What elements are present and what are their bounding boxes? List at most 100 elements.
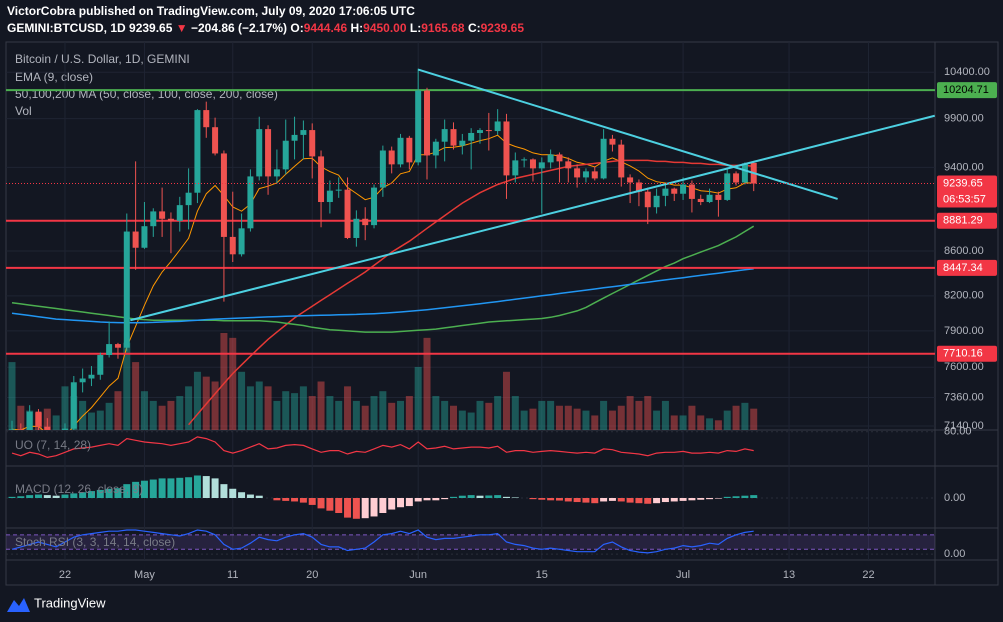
volume-bar [723,410,731,430]
histogram-bar [714,498,722,499]
y-tick-label: 9900.00 [944,113,984,125]
y-tick-label: 7360.00 [944,391,984,403]
histogram-bar [626,498,634,503]
volume-bar [379,391,387,430]
candle-body [450,129,457,146]
candle-body [141,226,148,248]
y-tick-label: 7900.00 [944,325,984,337]
candle-body [697,198,704,203]
histogram-bar [352,498,360,519]
histogram-bar [43,495,51,498]
candle-body [291,134,298,141]
candle-body [35,411,42,427]
candle-body [662,188,669,196]
candle-body [424,90,431,156]
volume-bar [476,400,484,430]
histogram-bar [193,475,201,498]
volume-bar [370,396,378,430]
histogram-bar [432,498,440,501]
volume-bar [697,415,705,430]
candle-body [194,110,201,193]
histogram-bar [414,498,422,502]
volume-bar [600,400,608,430]
volume-bar [564,405,572,430]
volume-bar [688,405,696,430]
symbol: GEMINI:BTCUSD, 1D [7,21,126,35]
candle-body [17,429,24,430]
candle-body [220,153,227,237]
histogram-bar [185,477,193,498]
y-tick-label: 8200.00 [944,290,984,302]
candle-body [635,182,642,192]
volume-bar [750,408,758,430]
volume-bar [140,391,148,430]
candle-body [627,177,634,183]
candles [9,68,757,430]
level-tag-label: 10204.71 [943,84,989,96]
pane-tick-label: 80.00 [944,426,972,438]
y-tick-label: 8600.00 [944,245,984,257]
last-price: 9239.65 [129,21,173,35]
candle-body [715,194,722,200]
histogram-bar [467,495,475,498]
volume-bar [582,410,590,430]
histogram-bar [87,491,95,498]
candle-body [282,140,289,170]
volume-bar [741,402,749,430]
candle-body [494,121,501,132]
trendline [417,68,838,200]
x-tick-label: 15 [536,569,548,581]
histogram-bar [379,498,387,513]
volume-bar [317,381,325,430]
histogram-bar [70,493,78,498]
candle-body [159,211,166,219]
x-tick-label: 22 [59,569,71,581]
indicator-pane [6,431,935,459]
candle-body [26,411,33,430]
volume-bar [635,400,643,430]
volume-bar [238,371,246,430]
volume-bar [555,405,563,430]
candle-body [326,190,333,203]
candle-body [212,127,219,154]
candle-body [618,144,625,178]
legend-entry: EMA (9, close) [15,70,93,84]
volume-bar [661,400,669,430]
candle-body [79,378,86,383]
histogram-bar [96,489,104,498]
histogram-bar [149,479,157,498]
footer-brand: TradingView [34,595,106,610]
volume-bar [105,402,113,430]
volume-bar [450,405,457,430]
histogram-bar [317,498,325,509]
volume-bar [432,396,440,430]
histogram-bar [388,498,396,510]
grid [6,42,935,560]
histogram-bar [450,496,457,498]
volume-bar [132,362,140,430]
histogram-bar [335,498,343,513]
volume-bar [714,420,722,430]
candle-body [335,189,342,191]
indicator-pane [6,529,935,555]
ohlc-value: 9165.68 [421,21,465,35]
histogram-bar [511,497,519,498]
volume-bar [87,412,95,430]
ma-line [188,159,754,426]
histogram-bar [26,495,34,498]
volume-bar [485,402,493,430]
candle-body [538,162,545,169]
chart-title: Bitcoin / U.S. Dollar, 1D, GEMINI [15,52,190,66]
volume-bar [547,400,555,430]
histogram-bar [229,488,237,498]
candle-body [265,129,272,177]
x-tick-label: Jun [409,569,427,581]
histogram-bar [732,496,740,498]
candle-body [61,428,68,430]
histogram-bar [538,498,546,500]
volume-bar [335,400,343,430]
volume-bar [388,402,396,430]
histogram-bar [105,488,113,498]
candle-body [574,168,581,178]
